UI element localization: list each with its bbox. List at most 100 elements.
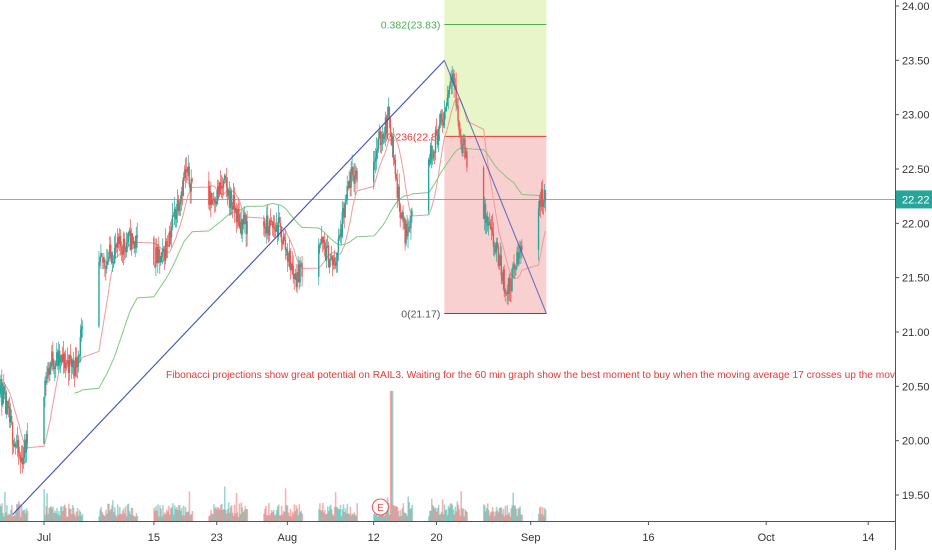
volume-bar xyxy=(400,516,403,521)
volume-bar xyxy=(407,496,410,521)
candle-body xyxy=(411,210,413,217)
candle-body xyxy=(10,415,13,423)
candle-body xyxy=(185,169,187,172)
volume-bar xyxy=(114,507,116,521)
candle-body xyxy=(447,94,449,98)
candle-body xyxy=(299,263,301,283)
candle-body xyxy=(3,386,5,394)
volume-bar xyxy=(518,508,520,521)
volume-bar xyxy=(272,512,274,521)
candle-body xyxy=(115,244,118,248)
candle-body xyxy=(331,256,334,266)
candle-body xyxy=(215,202,217,205)
x-tick-label: Oct xyxy=(758,532,775,544)
volume-bar xyxy=(183,515,186,521)
candle-body xyxy=(457,105,459,122)
candle-body xyxy=(332,258,335,266)
volume-bar xyxy=(227,502,230,521)
candle-body xyxy=(179,201,182,205)
volume-bar xyxy=(129,514,132,521)
volume-bar xyxy=(300,510,303,521)
volume-bar xyxy=(442,514,445,521)
candle-body xyxy=(492,232,495,247)
volume-bar xyxy=(2,512,4,521)
volume-bar xyxy=(433,508,436,521)
candle-body xyxy=(64,362,67,369)
candle-body xyxy=(349,180,351,188)
volume-bar xyxy=(4,492,6,521)
candle-body xyxy=(48,368,50,375)
volume-bar xyxy=(383,515,386,521)
volume-bar xyxy=(355,515,358,521)
volume-bar xyxy=(102,514,104,521)
candle-body xyxy=(487,221,490,226)
volume-bar xyxy=(24,513,27,521)
volume-bar xyxy=(321,510,323,521)
candle-body xyxy=(79,337,82,356)
volume-bar xyxy=(210,510,212,521)
candle-body xyxy=(452,73,454,78)
volume-bar xyxy=(72,507,75,521)
candle-body xyxy=(24,440,27,453)
volume-bar xyxy=(445,509,448,521)
candle-body xyxy=(158,246,160,253)
candle-body xyxy=(103,259,105,263)
candle-body xyxy=(495,241,498,253)
price-axis-background xyxy=(895,0,932,550)
candle-body xyxy=(235,208,238,223)
candle-body xyxy=(267,215,269,229)
volume-bar xyxy=(450,503,453,521)
candle-body xyxy=(397,186,399,198)
volume-bar xyxy=(342,504,345,521)
volume-bar xyxy=(448,507,451,521)
candle-body xyxy=(57,352,59,366)
candle-body xyxy=(460,135,462,145)
candle-body xyxy=(458,121,460,131)
candle-body xyxy=(76,366,79,368)
volume-bar xyxy=(264,508,266,521)
volume-bar xyxy=(212,514,214,521)
volume-bar xyxy=(465,511,467,521)
volume-bar xyxy=(0,504,1,521)
candle-body xyxy=(456,105,458,107)
candle-body xyxy=(403,218,405,222)
volume-bar xyxy=(452,509,455,521)
candle-body xyxy=(46,375,48,383)
x-tick-label: Jul xyxy=(37,532,51,544)
volume-bar xyxy=(221,510,224,521)
candle-body xyxy=(173,209,176,217)
moving-average-line xyxy=(74,147,546,394)
candle-body xyxy=(388,106,391,119)
candle-body xyxy=(402,212,404,222)
candle-body xyxy=(518,253,520,265)
candle-body xyxy=(330,256,333,259)
candle-body xyxy=(108,257,110,262)
candle-body xyxy=(293,273,295,279)
candle-body xyxy=(163,251,166,261)
candle-body xyxy=(8,408,11,423)
candle-body xyxy=(297,264,299,276)
candle-body xyxy=(128,230,131,233)
candle-body xyxy=(243,214,245,225)
candle-body xyxy=(80,329,82,338)
volume-bar xyxy=(223,486,226,521)
volume-bar xyxy=(455,511,458,521)
candle-body xyxy=(213,198,215,201)
candle-body xyxy=(516,252,518,267)
volume-bar xyxy=(542,515,545,521)
candle-body xyxy=(133,241,135,245)
candle-body xyxy=(130,233,133,250)
candle-body xyxy=(334,261,337,267)
volume-bar xyxy=(397,510,400,521)
candle-body xyxy=(291,263,293,266)
candle-body xyxy=(52,351,54,367)
candle-body xyxy=(188,166,190,185)
candle-body xyxy=(113,247,116,264)
volume-bar xyxy=(429,510,431,521)
candle-body xyxy=(53,366,55,370)
volume-bar xyxy=(485,507,488,521)
candle-body xyxy=(211,199,213,205)
candle-body xyxy=(121,250,124,255)
volume-bar xyxy=(222,509,225,521)
